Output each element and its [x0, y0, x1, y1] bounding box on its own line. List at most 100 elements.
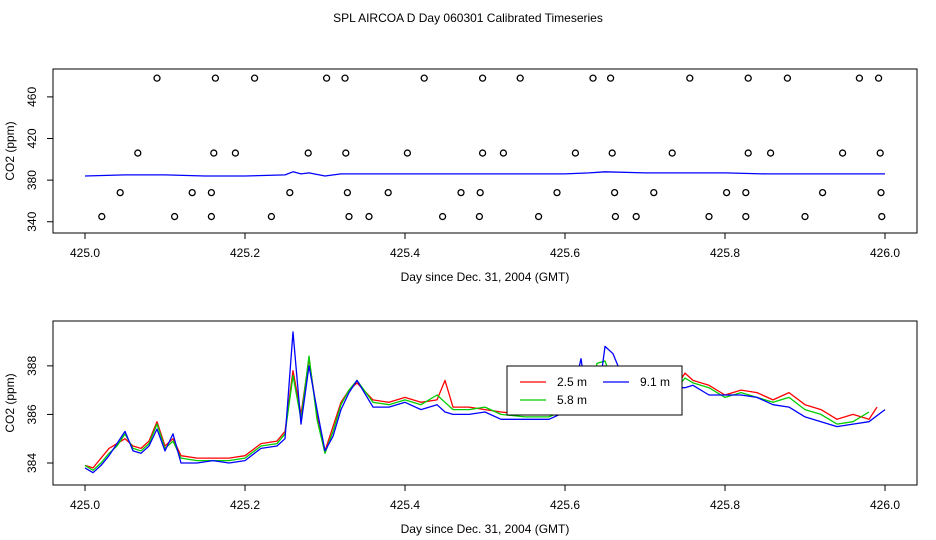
sample-marker — [478, 149, 487, 157]
sample-marker — [116, 188, 124, 197]
sample-marker — [250, 74, 259, 82]
sample-marker — [589, 74, 597, 82]
sample-marker — [207, 188, 216, 197]
sample-marker — [650, 188, 658, 197]
sample-marker — [420, 74, 428, 82]
sample-marker — [722, 188, 731, 197]
sample-marker — [606, 74, 615, 82]
sample-marker — [686, 74, 694, 82]
sample-marker — [855, 74, 864, 82]
top-x-tick-label: 425.8 — [710, 246, 740, 260]
legend-label-5-8m: 5.8 m — [557, 393, 587, 407]
top-y-tick-label: 380 — [25, 170, 39, 190]
sample-marker — [499, 149, 508, 157]
bottom-x-tick-label: 425.6 — [550, 498, 580, 512]
sample-marker — [304, 149, 312, 157]
top-x-tick-label: 425.0 — [70, 246, 100, 260]
sample-marker — [668, 149, 676, 157]
bottom-y-tick-label: 388 — [25, 356, 39, 376]
sample-marker — [286, 188, 294, 197]
top-x-axis-label: Day since Dec. 31, 2004 (GMT) — [401, 270, 570, 284]
bottom-x-tick-label: 425.4 — [390, 498, 420, 512]
sample-marker — [98, 212, 106, 221]
sample-marker — [611, 212, 620, 221]
legend-label-9-1m: 9.1 m — [640, 375, 670, 389]
bottom-panel: 425.0 425.2 425.4 425.6 425.8 426.0 384 386 388… — [3, 320, 918, 536]
sample-marker — [838, 149, 847, 157]
bottom-x-axis: 425.0 425.2 425.4 425.6 425.8 426.0 — [70, 484, 900, 512]
sample-marker — [478, 74, 487, 82]
sample-marker — [211, 74, 220, 82]
bottom-series-line-5-8-m — [84, 355, 870, 471]
bottom-x-tick-label: 425.0 — [70, 498, 100, 512]
legend-label-2-5m: 2.5 m — [557, 375, 587, 389]
figure-title: SPL AIRCOA D Day 060301 Calibrated Times… — [333, 11, 603, 25]
bottom-y-tick-label: 386 — [25, 404, 39, 424]
top-y-axis: 340 380 420 460 — [25, 87, 54, 232]
sample-marker — [322, 74, 331, 82]
bottom-series-line-2-5-m — [84, 357, 878, 469]
sample-marker — [342, 149, 350, 157]
top-x-tick-label: 426.0 — [870, 246, 900, 260]
sample-marker — [705, 212, 713, 221]
sample-marker — [742, 212, 750, 221]
sample-marker — [571, 149, 580, 157]
legend-box — [506, 365, 683, 416]
sample-marker — [818, 188, 827, 197]
sample-marker — [801, 212, 809, 221]
sample-marker — [608, 149, 616, 157]
sample-marker — [345, 212, 353, 221]
bottom-x-tick-label: 425.8 — [710, 498, 740, 512]
sample-marker — [534, 212, 543, 221]
bottom-x-tick-label: 425.2 — [230, 498, 260, 512]
sample-marker — [267, 212, 276, 221]
bottom-x-axis-label: Day since Dec. 31, 2004 (GMT) — [401, 522, 570, 536]
top-series-line-co2 — [84, 171, 885, 177]
bottom-series-line-9-1-m — [84, 331, 886, 474]
sample-marker — [210, 149, 218, 157]
top-panel: 425.0 425.2 425.4 425.6 425.8 426.0 340 380 420… — [3, 68, 918, 284]
sample-marker — [341, 74, 349, 82]
bottom-y-axis: 384 386 388 — [25, 356, 54, 473]
sample-marker — [742, 188, 750, 197]
top-y-tick-label: 460 — [25, 87, 39, 107]
top-series — [84, 171, 885, 177]
top-x-axis: 425.0 425.2 425.4 425.6 425.8 426.0 — [70, 232, 900, 260]
sample-marker — [207, 212, 216, 221]
sample-marker — [188, 188, 196, 197]
top-y-axis-label: CO2 (ppm) — [3, 121, 17, 180]
sample-marker — [766, 149, 775, 157]
top-y-tick-label: 340 — [25, 211, 39, 231]
legend: 2.5 m 5.8 m 9.1 m — [506, 365, 683, 416]
bottom-y-tick-label: 384 — [25, 453, 39, 473]
sample-marker — [877, 188, 885, 197]
sample-marker — [457, 188, 465, 197]
sample-marker — [476, 188, 484, 197]
sample-marker — [384, 188, 392, 197]
sample-marker — [516, 74, 524, 82]
sample-marker — [744, 149, 752, 157]
sample-marker — [475, 212, 484, 221]
bottom-y-axis-label: CO2 (ppm) — [3, 373, 17, 432]
sample-marker — [610, 188, 619, 197]
top-x-tick-label: 425.6 — [550, 246, 580, 260]
sample-marker — [403, 149, 412, 157]
sample-marker — [438, 212, 447, 221]
sample-marker — [134, 149, 142, 157]
sample-marker — [783, 74, 792, 82]
sample-marker — [365, 212, 373, 221]
sample-marker — [632, 212, 640, 221]
bottom-series — [84, 331, 886, 474]
sample-marker — [874, 74, 883, 82]
bottom-x-tick-label: 426.0 — [870, 498, 900, 512]
sample-marker — [231, 149, 240, 157]
sample-marker — [343, 188, 352, 197]
sample-marker — [744, 74, 752, 82]
sample-marker — [553, 188, 561, 197]
sample-marker — [170, 212, 179, 221]
sample-marker — [878, 212, 886, 221]
top-markers — [98, 74, 886, 221]
top-x-tick-label: 425.4 — [390, 246, 420, 260]
top-y-tick-label: 420 — [25, 128, 39, 148]
